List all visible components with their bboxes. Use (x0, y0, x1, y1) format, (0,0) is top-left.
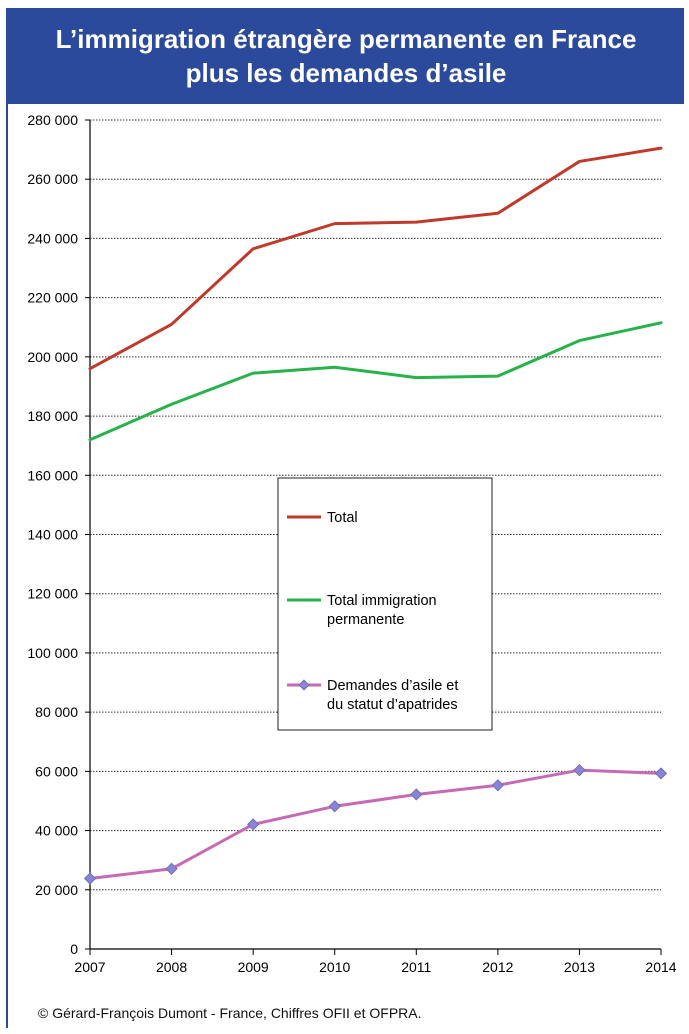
y-tick-label: 240 000 (27, 230, 78, 246)
y-tick-label: 280 000 (27, 112, 78, 128)
series-point-diamond (491, 779, 504, 792)
y-tick-label: 140 000 (27, 527, 78, 543)
y-tick-label: 20 000 (35, 882, 78, 898)
x-tick-label: 2014 (645, 959, 676, 975)
series-line-1 (88, 321, 663, 442)
series-point-diamond (410, 788, 423, 801)
x-tick-label: 2009 (238, 959, 269, 975)
y-tick-label: 80 000 (35, 704, 78, 720)
y-tick-label: 260 000 (27, 171, 78, 187)
series-point-diamond (573, 764, 586, 777)
series-layer (83, 146, 668, 885)
x-tick-label: 2010 (319, 959, 350, 975)
y-tick-label: 200 000 (27, 349, 78, 365)
y-tick-label: 100 000 (27, 645, 78, 661)
chart-title-line-2: plus les demandes d’asile (185, 58, 507, 88)
legend-diamond-marker (298, 679, 310, 691)
chart-title-line-1: L’immigration étrangère permanente en Fr… (55, 24, 637, 54)
series-point-diamond (328, 800, 341, 813)
series-point-diamond (83, 872, 97, 885)
legend-box (277, 477, 493, 731)
legend-label: du statut d’apatrides (327, 697, 458, 713)
x-tick-label: 2012 (482, 959, 513, 975)
series-point-diamond (165, 862, 178, 875)
title-banner: L’immigration étrangère permanente en Fr… (8, 8, 684, 104)
x-tick-label: 2007 (74, 959, 105, 975)
x-tick-label: 2011 (401, 959, 431, 975)
axis-layer: 0 20 000 40 000 60 000 80 000 100 000 120 000 1… (27, 112, 676, 975)
y-tick-label: 160 000 (27, 467, 78, 483)
series-point-diamond (247, 818, 260, 831)
legend: Total Total immigration permanente Demandes… (277, 477, 493, 731)
series-point-diamond (654, 767, 668, 780)
y-tick-label: 180 000 (27, 408, 78, 424)
series-line-0 (88, 146, 663, 371)
legend-label: Demandes d’asile et (327, 678, 458, 694)
legend-label: permanente (327, 612, 404, 628)
chart-frame: L’immigration étrangère permanente en Fr… (6, 8, 684, 1028)
y-tick-label: 40 000 (35, 823, 78, 839)
source-credit: © Gérard-François Dumont - France, Chiff… (38, 1005, 422, 1021)
y-tick-label: 0 (70, 941, 78, 957)
legend-label: Total immigration (327, 593, 437, 609)
series-line-2 (88, 768, 663, 881)
y-tick-label: 120 000 (27, 586, 78, 602)
legend-label: Total (327, 510, 358, 526)
x-tick-label: 2013 (564, 959, 595, 975)
x-tick-label: 2008 (156, 959, 187, 975)
y-tick-label: 60 000 (35, 763, 78, 779)
y-tick-label: 220 000 (27, 290, 78, 306)
